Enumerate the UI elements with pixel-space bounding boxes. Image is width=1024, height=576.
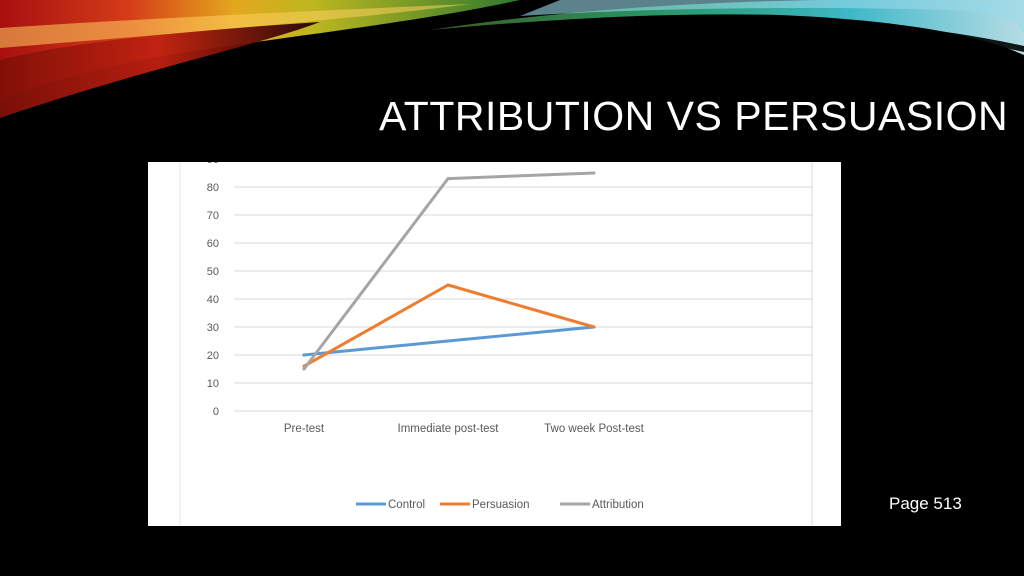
y-tick-label: 50	[207, 266, 219, 278]
y-tick-label: 60	[207, 238, 219, 250]
y-tick-label: 40	[207, 294, 219, 306]
data-point-persuasion	[446, 283, 450, 287]
legend-label-attribution: Attribution	[592, 499, 644, 511]
data-point-attribution	[446, 177, 450, 181]
x-tick-label: Immediate post-test	[398, 423, 500, 435]
slide-title: ATTRIBUTION VS PERSUASION	[379, 93, 1009, 139]
y-tick-label: 90	[207, 162, 219, 166]
data-point-control	[302, 353, 306, 357]
x-axis-ticks: Pre-test Immediate post-test Two week Post…	[284, 423, 645, 435]
x-tick-label: Pre-test	[284, 423, 325, 435]
line-chart: 0 10 20 30 40 50 60 70 80 90 Pre-test Immediate po…	[179, 162, 813, 526]
data-point-persuasion	[592, 325, 596, 329]
chart-series	[302, 171, 596, 371]
y-tick-label: 80	[207, 182, 219, 194]
chart-gridlines	[234, 186, 812, 412]
y-tick-label: 30	[207, 322, 219, 334]
series-line-persuasion	[302, 283, 596, 368]
page-number: Page 513	[889, 494, 962, 513]
y-axis-ticks: 0 10 20 30 40 50 60 70 80 90	[207, 162, 219, 418]
chart-panel: 0 10 20 30 40 50 60 70 80 90 Pre-test Immediate po…	[148, 162, 841, 526]
y-tick-label: 20	[207, 350, 219, 362]
legend-label-persuasion: Persuasion	[472, 499, 530, 511]
chart-legend: Control Persuasion Attribution	[356, 499, 644, 511]
y-tick-label: 0	[213, 406, 219, 418]
decorative-banner	[0, 0, 1024, 124]
y-tick-label: 70	[207, 210, 219, 222]
data-point-control	[446, 339, 450, 343]
legend-label-control: Control	[388, 499, 425, 511]
data-point-attribution	[592, 171, 596, 175]
data-point-attribution	[302, 367, 306, 371]
x-tick-label: Two week Post-test	[544, 423, 645, 435]
y-tick-label: 10	[207, 378, 219, 390]
